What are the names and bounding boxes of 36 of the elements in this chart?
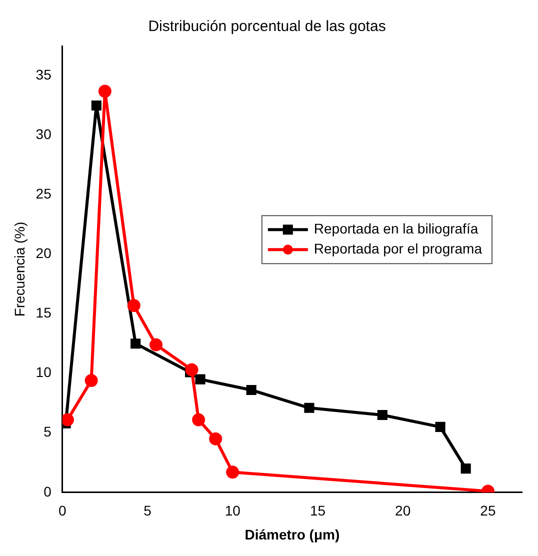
- point: [209, 432, 222, 446]
- y-tick-label: 25: [36, 186, 52, 202]
- x-tick-label: 0: [58, 502, 66, 519]
- x-axis-title: Diámetro (μm): [244, 526, 340, 542]
- point: [98, 84, 112, 98]
- point: [195, 374, 206, 384]
- point: [435, 422, 446, 432]
- y-tick-label: 10: [36, 364, 52, 380]
- point: [62, 413, 74, 426]
- legend-label: Reportada por el programa: [314, 240, 482, 256]
- point: [91, 100, 102, 111]
- y-tick-label: 5: [44, 424, 52, 440]
- x-tick-label: 25: [480, 502, 496, 519]
- y-tick-label: 20: [36, 245, 52, 262]
- x-tick-label: 15: [310, 502, 326, 519]
- point: [377, 410, 388, 420]
- x-tick-label: 20: [395, 502, 411, 519]
- point: [130, 338, 141, 349]
- x-tick-label: 10: [224, 502, 241, 519]
- point: [185, 363, 198, 376]
- y-axis-title: Frecuencia (%): [11, 222, 28, 317]
- point: [304, 402, 314, 413]
- point: [246, 384, 256, 396]
- x-tick-label: 5: [144, 502, 152, 519]
- chart-title: Distribución porcentual de las gotas: [148, 18, 386, 36]
- y-tick-label: 15: [36, 304, 52, 321]
- point: [84, 374, 98, 388]
- point: [460, 464, 471, 474]
- point: [192, 413, 206, 426]
- point: [127, 299, 140, 312]
- y-tick-label: 35: [36, 66, 52, 83]
- y-tick-label: 30: [36, 126, 52, 142]
- y-tick-label: 0: [44, 483, 52, 500]
- legend-label: Reportada en la biliografía: [314, 220, 478, 236]
- point: [226, 466, 240, 479]
- point: [150, 338, 162, 352]
